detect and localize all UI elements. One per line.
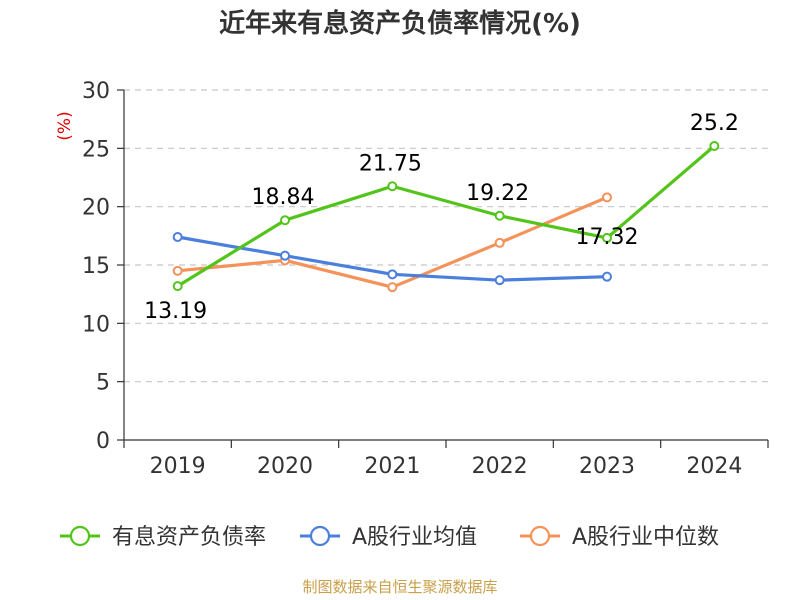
series-point-2 [494,237,505,248]
series-point-1 [602,271,612,282]
series-point-0 [280,215,290,226]
legend-item: A股行业均值 [300,525,477,550]
y-tick-label: 30 [82,79,110,104]
series-point-1 [494,275,505,286]
legend-item: 有息资产负债率 [60,525,266,550]
series-point-0 [602,232,612,243]
series-point-2 [172,265,183,276]
data-label: 18.84 [252,185,315,210]
legend-label: 有息资产负债率 [112,525,266,550]
y-tick-label: 0 [96,429,110,454]
chart-title: 近年来有息资产负债率情况(%) [219,8,581,39]
series-point-0 [172,281,183,292]
x-tick-label: 2021 [364,454,420,479]
series-line-0 [176,144,716,288]
data-labels: 13.19 18.84 21.75 19.22 17.32 25.2 [144,111,739,324]
x-tick-label: 2024 [686,454,742,479]
series-point-0 [709,141,720,151]
x-tick-label: 2022 [472,454,528,479]
series-layer [172,141,720,293]
y-tick-label: 15 [82,254,110,279]
series-point-1 [172,232,183,242]
legend: 有息资产负债率 A股行业均值 A股行业中位数 [60,525,719,550]
series-point-2 [387,282,398,293]
series-point-1 [280,250,290,261]
data-label: 13.19 [144,299,207,324]
legend-marker [69,525,91,547]
series-point-1 [387,269,398,280]
series-point-0 [494,210,505,221]
legend-label: A股行业中位数 [572,525,719,550]
legend-marker [529,525,551,547]
data-label: 17.32 [576,225,639,250]
y-axis-label: (%) [55,111,75,140]
data-label: 19.22 [466,181,529,206]
data-label: 21.75 [359,151,422,176]
y-tick-label: 10 [82,312,110,337]
x-tick-label: 2023 [579,454,635,479]
y-tick-label: 20 [82,196,110,221]
grid [124,89,768,383]
legend-marker [309,525,331,547]
series-point-0 [387,181,398,192]
x-tick-label: 2020 [257,454,313,479]
x-tick-label: 2019 [150,454,206,479]
series-point-2 [602,192,612,203]
y-tick-label: 5 [96,371,110,396]
data-label: 25.2 [690,111,739,136]
y-tick-label: 25 [82,137,110,162]
axes: 0 5 10 15 20 25 30 2019 2020 2021 2022 2023 2024 [82,79,769,479]
footer-source: 制图数据来自恒生聚源数据库 [302,578,497,596]
legend-label: A股行业均值 [352,525,477,550]
legend-item: A股行业中位数 [520,525,719,550]
